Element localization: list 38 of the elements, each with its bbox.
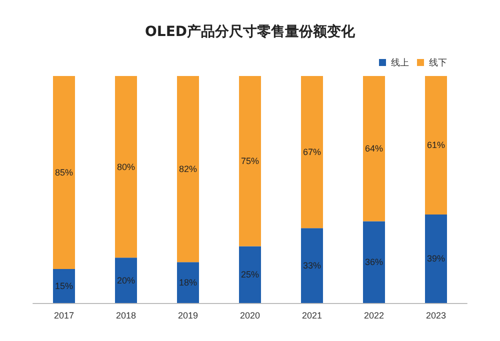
chart-title: OLED产品分尺寸零售量份额变化 bbox=[144, 23, 356, 40]
data-label: 39% bbox=[426, 254, 446, 264]
bar bbox=[239, 76, 261, 246]
x-tick-label: 2023 bbox=[426, 310, 446, 320]
legend-label: 线上 bbox=[391, 58, 409, 68]
data-label: 80% bbox=[116, 162, 136, 172]
data-label: 82% bbox=[178, 164, 198, 174]
data-label: 18% bbox=[178, 278, 198, 288]
x-tick-label: 2022 bbox=[364, 310, 384, 320]
data-label: 75% bbox=[240, 156, 260, 166]
x-tick-label: 2017 bbox=[54, 310, 74, 320]
x-tick-label: 2019 bbox=[178, 310, 198, 320]
bar bbox=[177, 262, 199, 303]
bar bbox=[115, 76, 137, 258]
bar bbox=[239, 246, 261, 303]
data-label: 67% bbox=[302, 147, 322, 158]
x-tick-label: 2018 bbox=[116, 310, 136, 320]
bar bbox=[301, 228, 323, 303]
bar bbox=[425, 214, 447, 303]
data-label: 64% bbox=[364, 144, 384, 154]
data-label: 15% bbox=[54, 280, 74, 291]
bar bbox=[53, 76, 75, 269]
bar bbox=[425, 76, 447, 214]
bar bbox=[115, 258, 137, 303]
data-label: 33% bbox=[302, 260, 322, 271]
data-label: 85% bbox=[54, 167, 74, 178]
data-label: 61% bbox=[426, 140, 446, 150]
bar bbox=[301, 76, 323, 228]
data-label: 25% bbox=[240, 270, 260, 280]
bar bbox=[53, 268, 75, 303]
bar bbox=[363, 76, 385, 222]
data-label: 36% bbox=[364, 257, 384, 268]
bar bbox=[177, 76, 199, 262]
legend-label: 线下 bbox=[429, 58, 447, 68]
data-label: 20% bbox=[116, 275, 136, 286]
x-tick-label: 2020 bbox=[240, 310, 260, 320]
bar bbox=[363, 221, 385, 303]
x-tick-label: 2021 bbox=[302, 310, 322, 320]
